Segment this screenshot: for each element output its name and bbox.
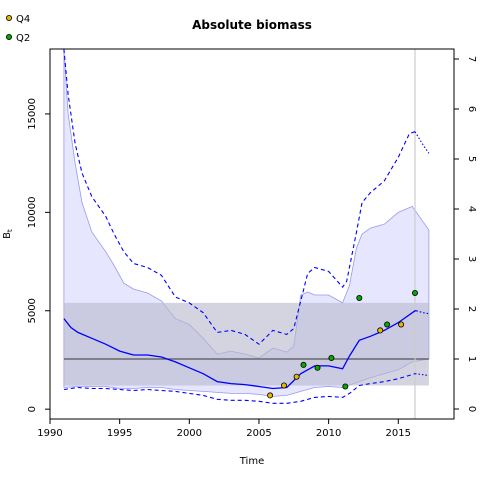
series-line-estimate-forecast [416, 310, 430, 315]
y-axis: 0 5000 10000 15000 [27, 98, 50, 412]
x-tick-label: 2000 [177, 428, 202, 439]
point-q4 [280, 382, 287, 389]
y-tick-label: 15000 [27, 98, 38, 130]
point-q2 [384, 321, 391, 328]
plot-frame [49, 48, 455, 420]
y-tick-label: 5000 [27, 298, 38, 323]
y2-tick-label: 3 [466, 256, 477, 262]
point-q4 [293, 373, 300, 380]
point-q2 [314, 364, 321, 371]
y2-tick-label: 4 [466, 206, 477, 212]
point-q4 [398, 321, 405, 328]
series-line-lower-ci-forecast [414, 373, 429, 377]
point-q2 [342, 383, 349, 390]
y2-tick-label: 7 [466, 56, 477, 62]
legend-marker-q4 [6, 14, 12, 21]
legend-marker-q2 [6, 34, 12, 41]
y2-tick-label: 2 [466, 306, 477, 312]
point-q2 [356, 294, 363, 301]
x-tick-label: 1990 [37, 428, 62, 439]
x-tick-label: 2015 [386, 428, 411, 439]
y-axis-label-subscript: t [6, 229, 14, 232]
y2-tick-label: 5 [466, 156, 477, 162]
y-tick-label: 0 [27, 406, 38, 412]
point-q2 [300, 361, 307, 368]
y2-tick-label: 6 [466, 106, 477, 112]
series-line-upper-ci [63, 48, 416, 345]
series-line-lower-ci [63, 373, 416, 404]
x-tick-label: 1995 [107, 428, 132, 439]
point-q2 [328, 354, 335, 361]
y-tick-label: 10000 [27, 196, 38, 228]
y-axis-label: Bt [2, 229, 14, 239]
y-axis-label-main: B [2, 232, 13, 239]
reference-band [63, 302, 429, 386]
x-axis-label: Time [239, 456, 264, 467]
legend-label-q2: Q2 [16, 33, 30, 44]
legend-label-q4: Q4 [16, 14, 30, 25]
y2-tick-label: 0 [466, 406, 477, 412]
point-q2 [411, 289, 418, 296]
legend: Q4 Q2 [6, 14, 30, 44]
chart-title: Absolute biomass [192, 18, 312, 32]
point-q4 [377, 327, 384, 334]
x-tick-label: 2005 [246, 428, 271, 439]
plot-area [63, 48, 430, 419]
y2-tick-label: 1 [466, 356, 477, 362]
series-line-estimate [63, 310, 417, 390]
series-line-upper-ci-forecast [414, 131, 430, 154]
y2-axis: 0 1 2 3 4 5 6 7 [454, 56, 477, 412]
x-tick-label: 2010 [316, 428, 341, 439]
point-q4 [267, 392, 274, 399]
x-axis: 1990 1995 2000 2005 2010 2015 [37, 419, 411, 439]
